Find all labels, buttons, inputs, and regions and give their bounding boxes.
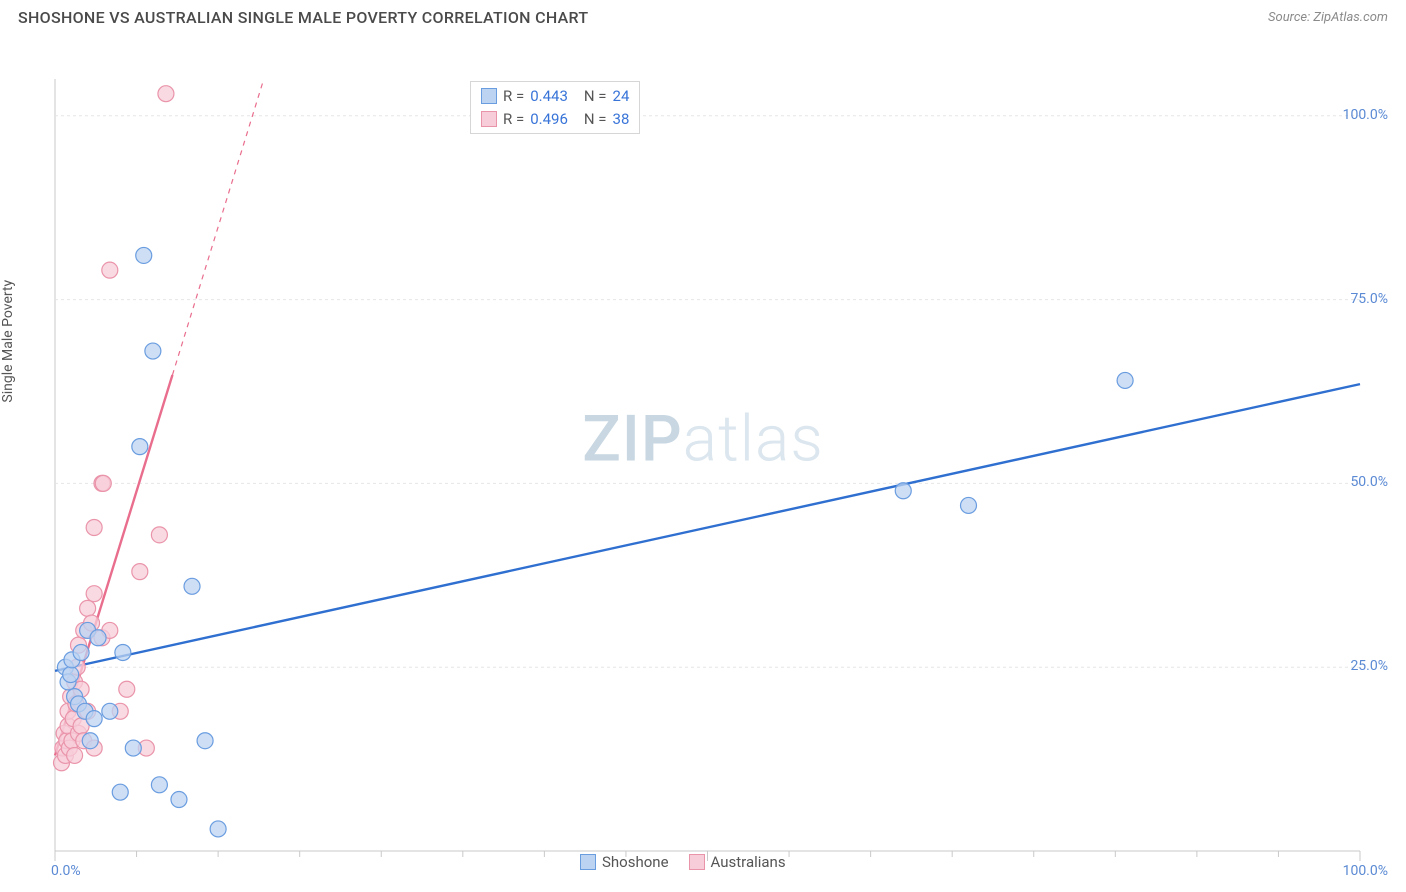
- source-label: Source: ZipAtlas.com: [1268, 10, 1388, 25]
- scatter-chart: [0, 31, 1406, 881]
- x-tick-0: 0.0%: [51, 863, 81, 879]
- swatch-shoshone: [580, 854, 596, 870]
- r-label: R =: [503, 85, 524, 108]
- header-row: SHOSHONE VS AUSTRALIAN SINGLE MALE POVER…: [0, 0, 1406, 31]
- chart-title: SHOSHONE VS AUSTRALIAN SINGLE MALE POVER…: [18, 8, 588, 27]
- y-tick-100: 100.0%: [1343, 107, 1388, 123]
- swatch-australians: [689, 854, 705, 870]
- swatch-australians: [481, 111, 497, 127]
- legend-item-australians: Australians: [689, 853, 786, 871]
- legend-label-australians: Australians: [711, 853, 786, 871]
- y-tick-25: 25.0%: [1350, 658, 1388, 674]
- swatch-shoshone: [481, 88, 497, 104]
- n-value-shoshone: 24: [613, 85, 630, 108]
- y-tick-50: 50.0%: [1350, 474, 1388, 490]
- r-value-australians: 0.496: [530, 108, 568, 131]
- n-label: N =: [584, 108, 607, 131]
- bottom-legend: Shoshone Australians: [580, 853, 786, 871]
- x-tick-100: 100.0%: [1343, 863, 1388, 879]
- corr-row-australians: R = 0.496 N = 38: [481, 108, 629, 131]
- r-value-shoshone: 0.443: [530, 85, 568, 108]
- corr-row-shoshone: R = 0.443 N = 24: [481, 85, 629, 108]
- r-label: R =: [503, 108, 524, 131]
- y-axis-label: Single Male Poverty: [0, 280, 16, 403]
- n-label: N =: [584, 85, 607, 108]
- y-tick-75: 75.0%: [1350, 291, 1388, 307]
- n-value-australians: 38: [613, 108, 630, 131]
- chart-container: Single Male Poverty ZIPatlas R = 0.443 N…: [0, 31, 1406, 881]
- legend-label-shoshone: Shoshone: [602, 853, 669, 871]
- correlation-legend: R = 0.443 N = 24 R = 0.496 N = 38: [470, 81, 640, 134]
- legend-item-shoshone: Shoshone: [580, 853, 669, 871]
